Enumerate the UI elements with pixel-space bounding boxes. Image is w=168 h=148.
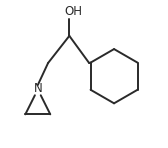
Text: OH: OH xyxy=(64,5,82,18)
Text: N: N xyxy=(33,82,42,95)
